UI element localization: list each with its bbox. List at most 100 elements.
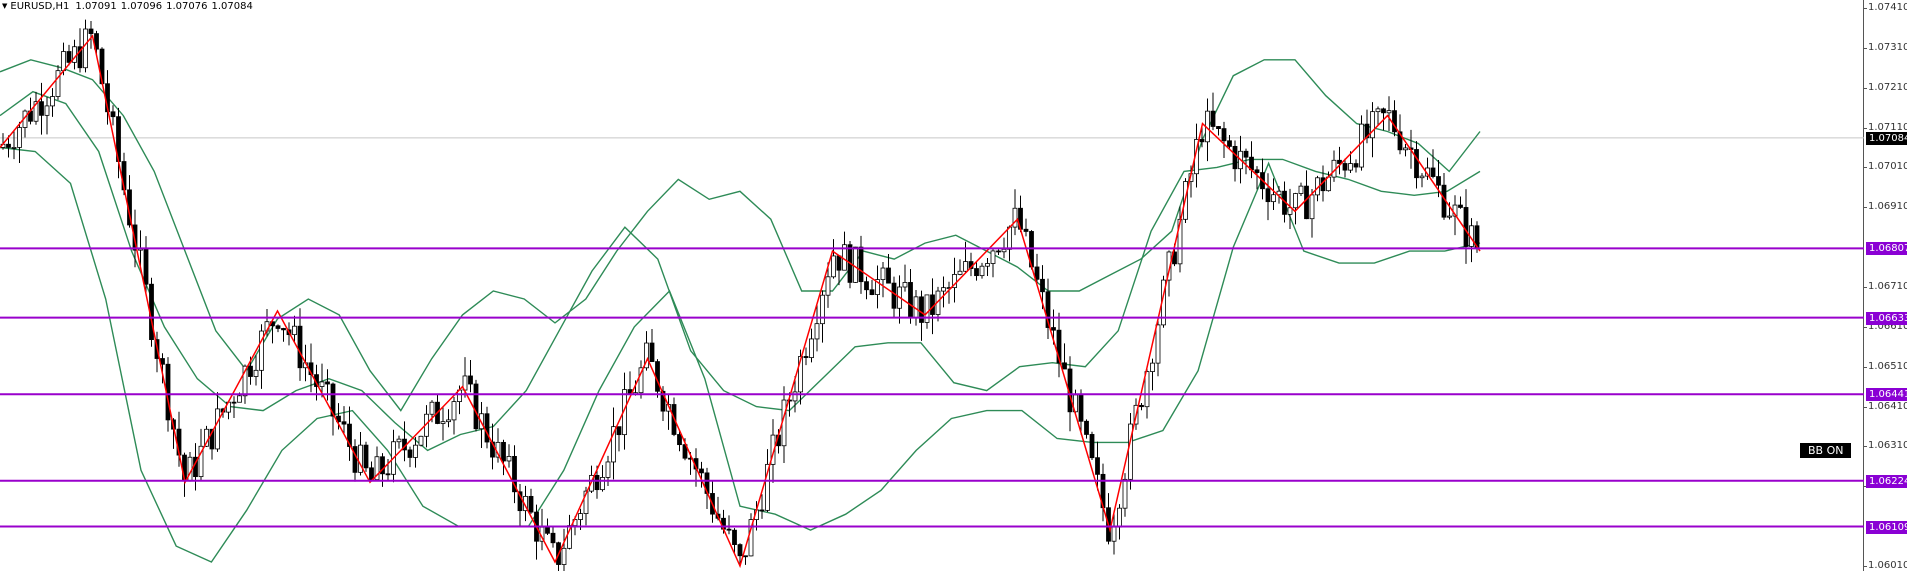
candle-body (919, 296, 924, 323)
candle-body (1045, 291, 1051, 328)
price-tick-label: 1.06010 (1868, 560, 1907, 571)
candle-body (1309, 194, 1315, 220)
candle-body (1155, 324, 1161, 364)
candle-body (875, 279, 880, 295)
candle-body (869, 289, 875, 295)
candle-body (1436, 176, 1441, 186)
price-tick-mark (1864, 87, 1867, 89)
candle-body (605, 461, 611, 478)
candle-body (611, 426, 616, 463)
candle-body (1381, 108, 1386, 114)
price-tick-mark (1864, 167, 1867, 169)
candle-body (682, 444, 688, 459)
candle-body (1337, 159, 1342, 164)
candle-body (908, 282, 913, 319)
candle-body (1392, 110, 1397, 133)
candle-body (1430, 167, 1436, 177)
candle-body (363, 444, 369, 469)
candle-body (803, 356, 809, 359)
candle-body (6, 143, 11, 148)
dropdown-triangle-icon[interactable]: ▼ (2, 2, 8, 10)
candle-body (473, 383, 479, 430)
candle-body (11, 146, 17, 149)
candle-body (528, 495, 534, 513)
price-tick-mark (1864, 7, 1867, 9)
candle-body (1419, 175, 1425, 179)
candle-body (545, 526, 550, 534)
candle-body (1227, 140, 1232, 147)
chart-area[interactable]: ▼ EURUSD,H1 1.07091 1.07096 1.07076 1.07084 B… (0, 0, 1864, 571)
candle-body (88, 28, 94, 34)
candle-body (765, 463, 770, 511)
candle-body (468, 375, 473, 385)
price-tick-mark (1864, 486, 1867, 488)
candle-body (94, 33, 99, 50)
candle-body (198, 445, 204, 478)
price-tick-mark (1864, 47, 1867, 49)
candle-body (1078, 394, 1084, 422)
candle-body (1375, 108, 1381, 113)
candle-body (1463, 207, 1469, 247)
candle-body (407, 449, 413, 458)
candle-body (1051, 327, 1056, 331)
candle-body (55, 70, 61, 97)
candle-body (836, 255, 842, 271)
candle-body (1342, 163, 1348, 171)
low-price: 1.07076 (166, 1, 208, 12)
level-price-tag: 1.06807 (1866, 242, 1907, 256)
candle-body (1414, 149, 1419, 179)
candle-body (1139, 404, 1144, 408)
candle-body (963, 261, 968, 272)
bollinger-upper-band (0, 59, 1481, 412)
candle-body (858, 246, 864, 283)
candle-body (347, 423, 352, 447)
candle-body (1095, 457, 1100, 475)
candle-body (1271, 194, 1276, 203)
candle-body (501, 441, 506, 462)
candle-body (1040, 278, 1045, 293)
candle-body (517, 491, 523, 512)
candle-body (39, 101, 44, 116)
candle-body (974, 268, 979, 277)
bollinger-lower-band (0, 146, 1481, 563)
price-tick-mark (1864, 566, 1867, 567)
candle-body (1276, 190, 1282, 196)
close-price: 1.07084 (211, 1, 253, 12)
candle-body (83, 28, 88, 69)
level-price-tag: 1.06633 (1866, 311, 1907, 325)
candle-body (1034, 266, 1040, 280)
high-price: 1.07096 (120, 1, 163, 12)
candle-body (413, 444, 418, 458)
candle-body (677, 434, 682, 446)
candle-body (891, 282, 897, 309)
candle-body (1166, 251, 1172, 281)
candle-body (292, 325, 297, 336)
candle-body (297, 325, 303, 369)
candle-body (1298, 185, 1304, 194)
price-tick-label: 1.07010 (1868, 161, 1907, 173)
candle-body (451, 401, 457, 421)
candle-body (644, 342, 649, 369)
price-tick-mark (1864, 127, 1867, 129)
candle-body (248, 365, 253, 377)
candle-body (61, 51, 66, 72)
candle-body (616, 426, 622, 436)
candle-body (770, 434, 776, 465)
candle-body (1001, 248, 1007, 253)
candle-body (820, 294, 825, 325)
candle-body (1062, 362, 1067, 370)
level-price-tag: 1.06441 (1866, 388, 1907, 402)
candle-body (374, 456, 380, 481)
candle-body (1447, 215, 1452, 218)
candle-body (44, 105, 50, 116)
candle-body (1293, 193, 1298, 209)
candle-body (33, 101, 39, 122)
price-tick-label: 1.06910 (1868, 201, 1907, 213)
price-tick-mark (1864, 326, 1867, 328)
candle-body (1111, 526, 1117, 542)
bb-toggle-button[interactable]: BB ON (1800, 443, 1852, 458)
candle-body (358, 444, 363, 473)
price-chart[interactable] (0, 0, 1864, 571)
price-tick-label: 1.06510 (1868, 360, 1907, 372)
level-price-tag: 1.06109 (1866, 520, 1907, 534)
